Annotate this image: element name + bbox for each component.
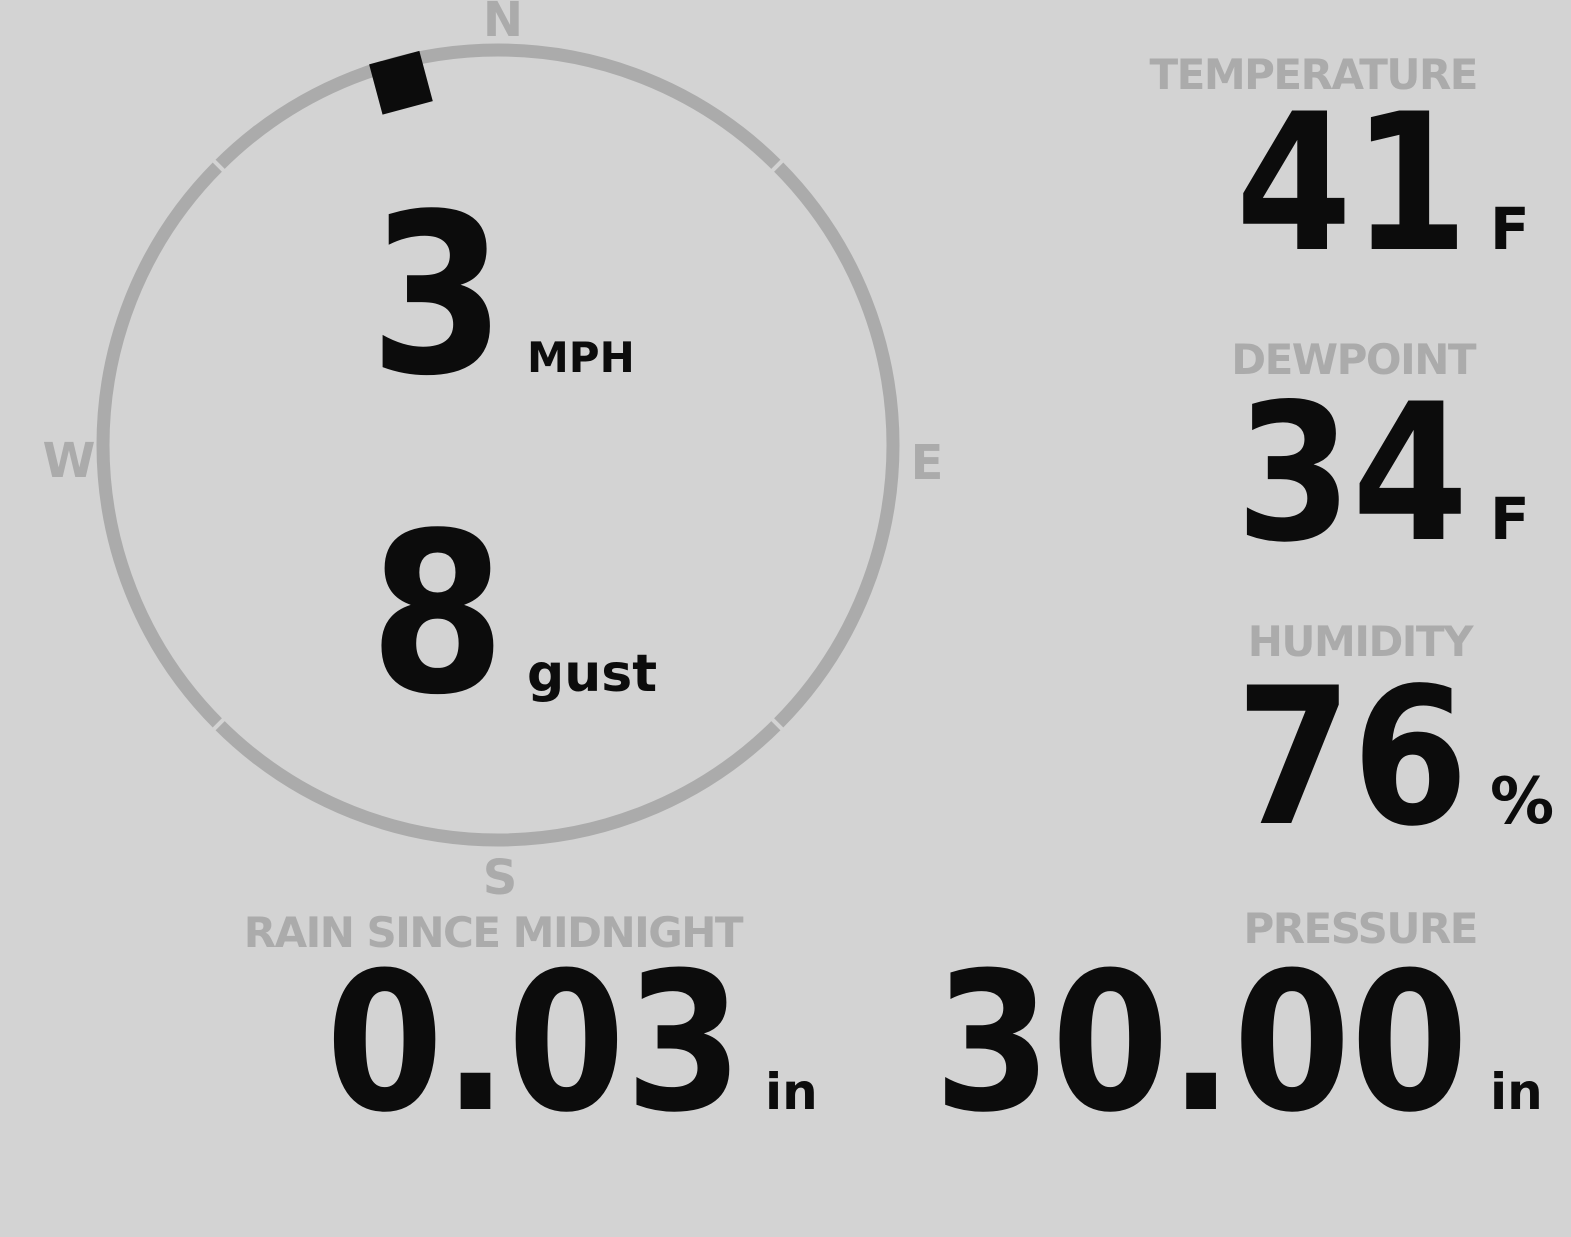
pressure-reading: 30.00 in	[861, 948, 1555, 1140]
temperature-unit: F	[1490, 195, 1530, 263]
compass-label-west: W	[42, 433, 96, 489]
wind-gust-value: 8	[369, 486, 505, 744]
rain-value: 0.03	[326, 932, 743, 1155]
temperature-reading: 41 F	[1204, 89, 1555, 279]
rain-unit: in	[765, 1063, 818, 1121]
dewpoint-unit: F	[1490, 485, 1530, 553]
temperature-label: TEMPERATURE	[1149, 50, 1479, 99]
dewpoint-value: 34	[1235, 363, 1468, 584]
dewpoint-reading: 34 F	[1204, 379, 1555, 569]
humidity-value: 76	[1235, 647, 1468, 868]
wind-direction-marker	[369, 50, 433, 115]
compass-label-south: S	[482, 850, 518, 906]
wind-speed-value: 3	[369, 167, 505, 425]
compass-ring	[96, 43, 900, 847]
humidity-label: HUMIDITY	[1247, 617, 1474, 666]
wind-gust-reading: 8 gust	[351, 486, 658, 744]
humidity-unit: %	[1490, 765, 1555, 839]
compass-intercardinal-ticks	[205, 152, 791, 738]
dewpoint-label: DEWPOINT	[1231, 335, 1476, 384]
compass-label-north: N	[482, 0, 524, 48]
rain-reading: 0.03 in	[269, 948, 830, 1140]
humidity-reading: 76 %	[1204, 663, 1555, 853]
temperature-value: 41	[1235, 73, 1468, 294]
pressure-label: PRESSURE	[1243, 904, 1478, 953]
wind-speed-reading: 3 MPH	[351, 185, 637, 407]
pressure-unit: in	[1490, 1063, 1543, 1121]
rain-label: RAIN SINCE MIDNIGHT	[243, 908, 744, 957]
compass-label-east: E	[910, 435, 944, 491]
wind-speed-unit: MPH	[527, 333, 635, 382]
pressure-value: 30.00	[933, 932, 1468, 1155]
wind-gust-unit: gust	[527, 644, 658, 704]
